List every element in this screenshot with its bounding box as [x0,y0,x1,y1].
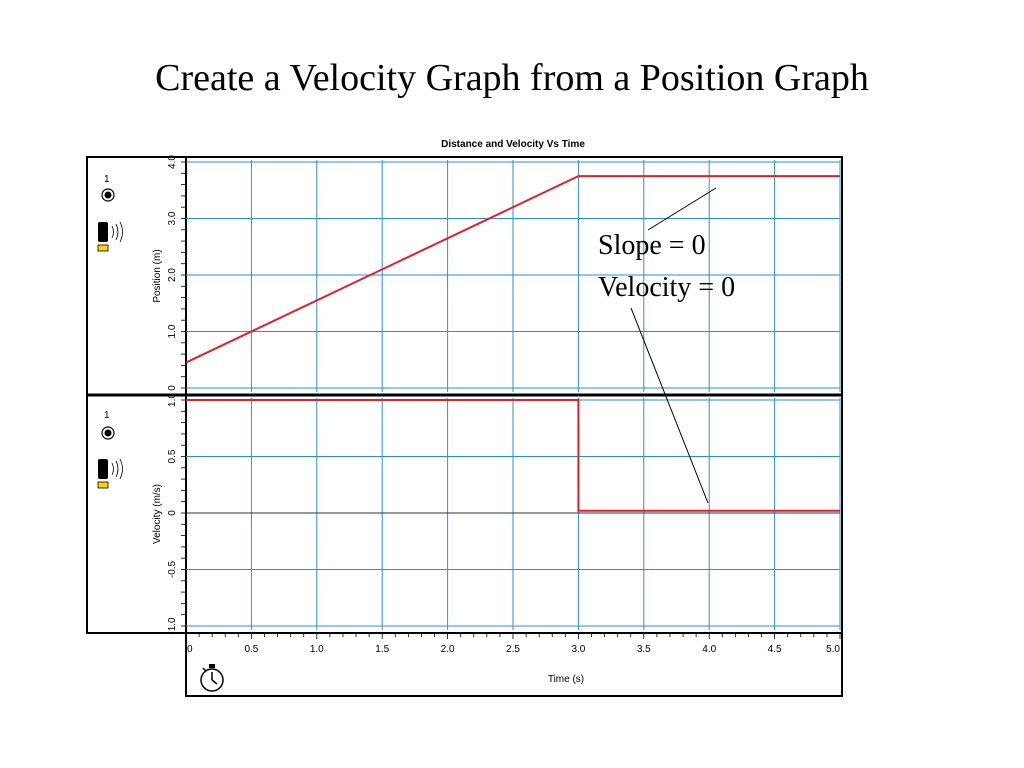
position-y-tick-label: 1.0 [167,324,178,338]
position-y-tick-label: 0 [167,385,178,391]
x-tick-label: 5.0 [826,644,840,655]
channel-number-bottom: 1 [104,410,110,421]
x-tick-label: 0 [187,644,193,655]
velocity-annotation: Velocity = 0 [598,272,736,303]
channel-number-top: 1 [104,174,110,185]
velocity-y-tick-label: 1.0 [167,393,178,407]
motion-detector-icon-top [97,221,123,252]
slope-leader-line [647,187,717,231]
x-tick-label: 1.5 [375,644,389,655]
x-tick-label: 0.5 [244,644,258,655]
velocity-y-axis-label: Velocity (m/s) [152,484,163,544]
velocity-series-line [186,399,840,512]
x-tick-label: 4.5 [768,644,782,655]
position-y-tick-label: 4.0 [167,155,178,169]
slide-title: Create a Velocity Graph from a Position … [155,57,869,99]
x-tick-label: 1.0 [310,644,324,655]
position-y-tick-label: 3.0 [167,211,178,225]
x-tick-label: 3.5 [637,644,651,655]
position-series-line [185,175,840,364]
velocity-y-tick-label: 0 [167,510,178,516]
x-axis-label: Time (s) [548,674,584,685]
velocity-y-tick-label: 0.5 [167,449,178,463]
sensor-radio-icon-bottom [101,426,115,440]
velocity-y-tick-label: -0.5 [167,560,178,578]
sensor-radio-icon-top [101,188,115,202]
stopwatch-icon [200,664,224,692]
time-axis-frame [185,632,843,697]
chart-title: Distance and Velocity Vs Time [441,139,585,150]
position-y-tick-label: 2.0 [167,268,178,282]
position-y-axis-label: Position (m) [152,249,163,302]
x-tick-label: 2.5 [506,644,520,655]
velocity-y-tick-label: -1.0 [167,617,178,635]
velocity-leader-line [630,307,709,504]
x-tick-label: 2.0 [441,644,455,655]
x-tick-label: 3.0 [571,644,585,655]
motion-detector-icon-bottom [97,458,123,489]
x-tick-label: 4.0 [702,644,716,655]
slope-annotation: Slope = 0 [598,230,706,261]
